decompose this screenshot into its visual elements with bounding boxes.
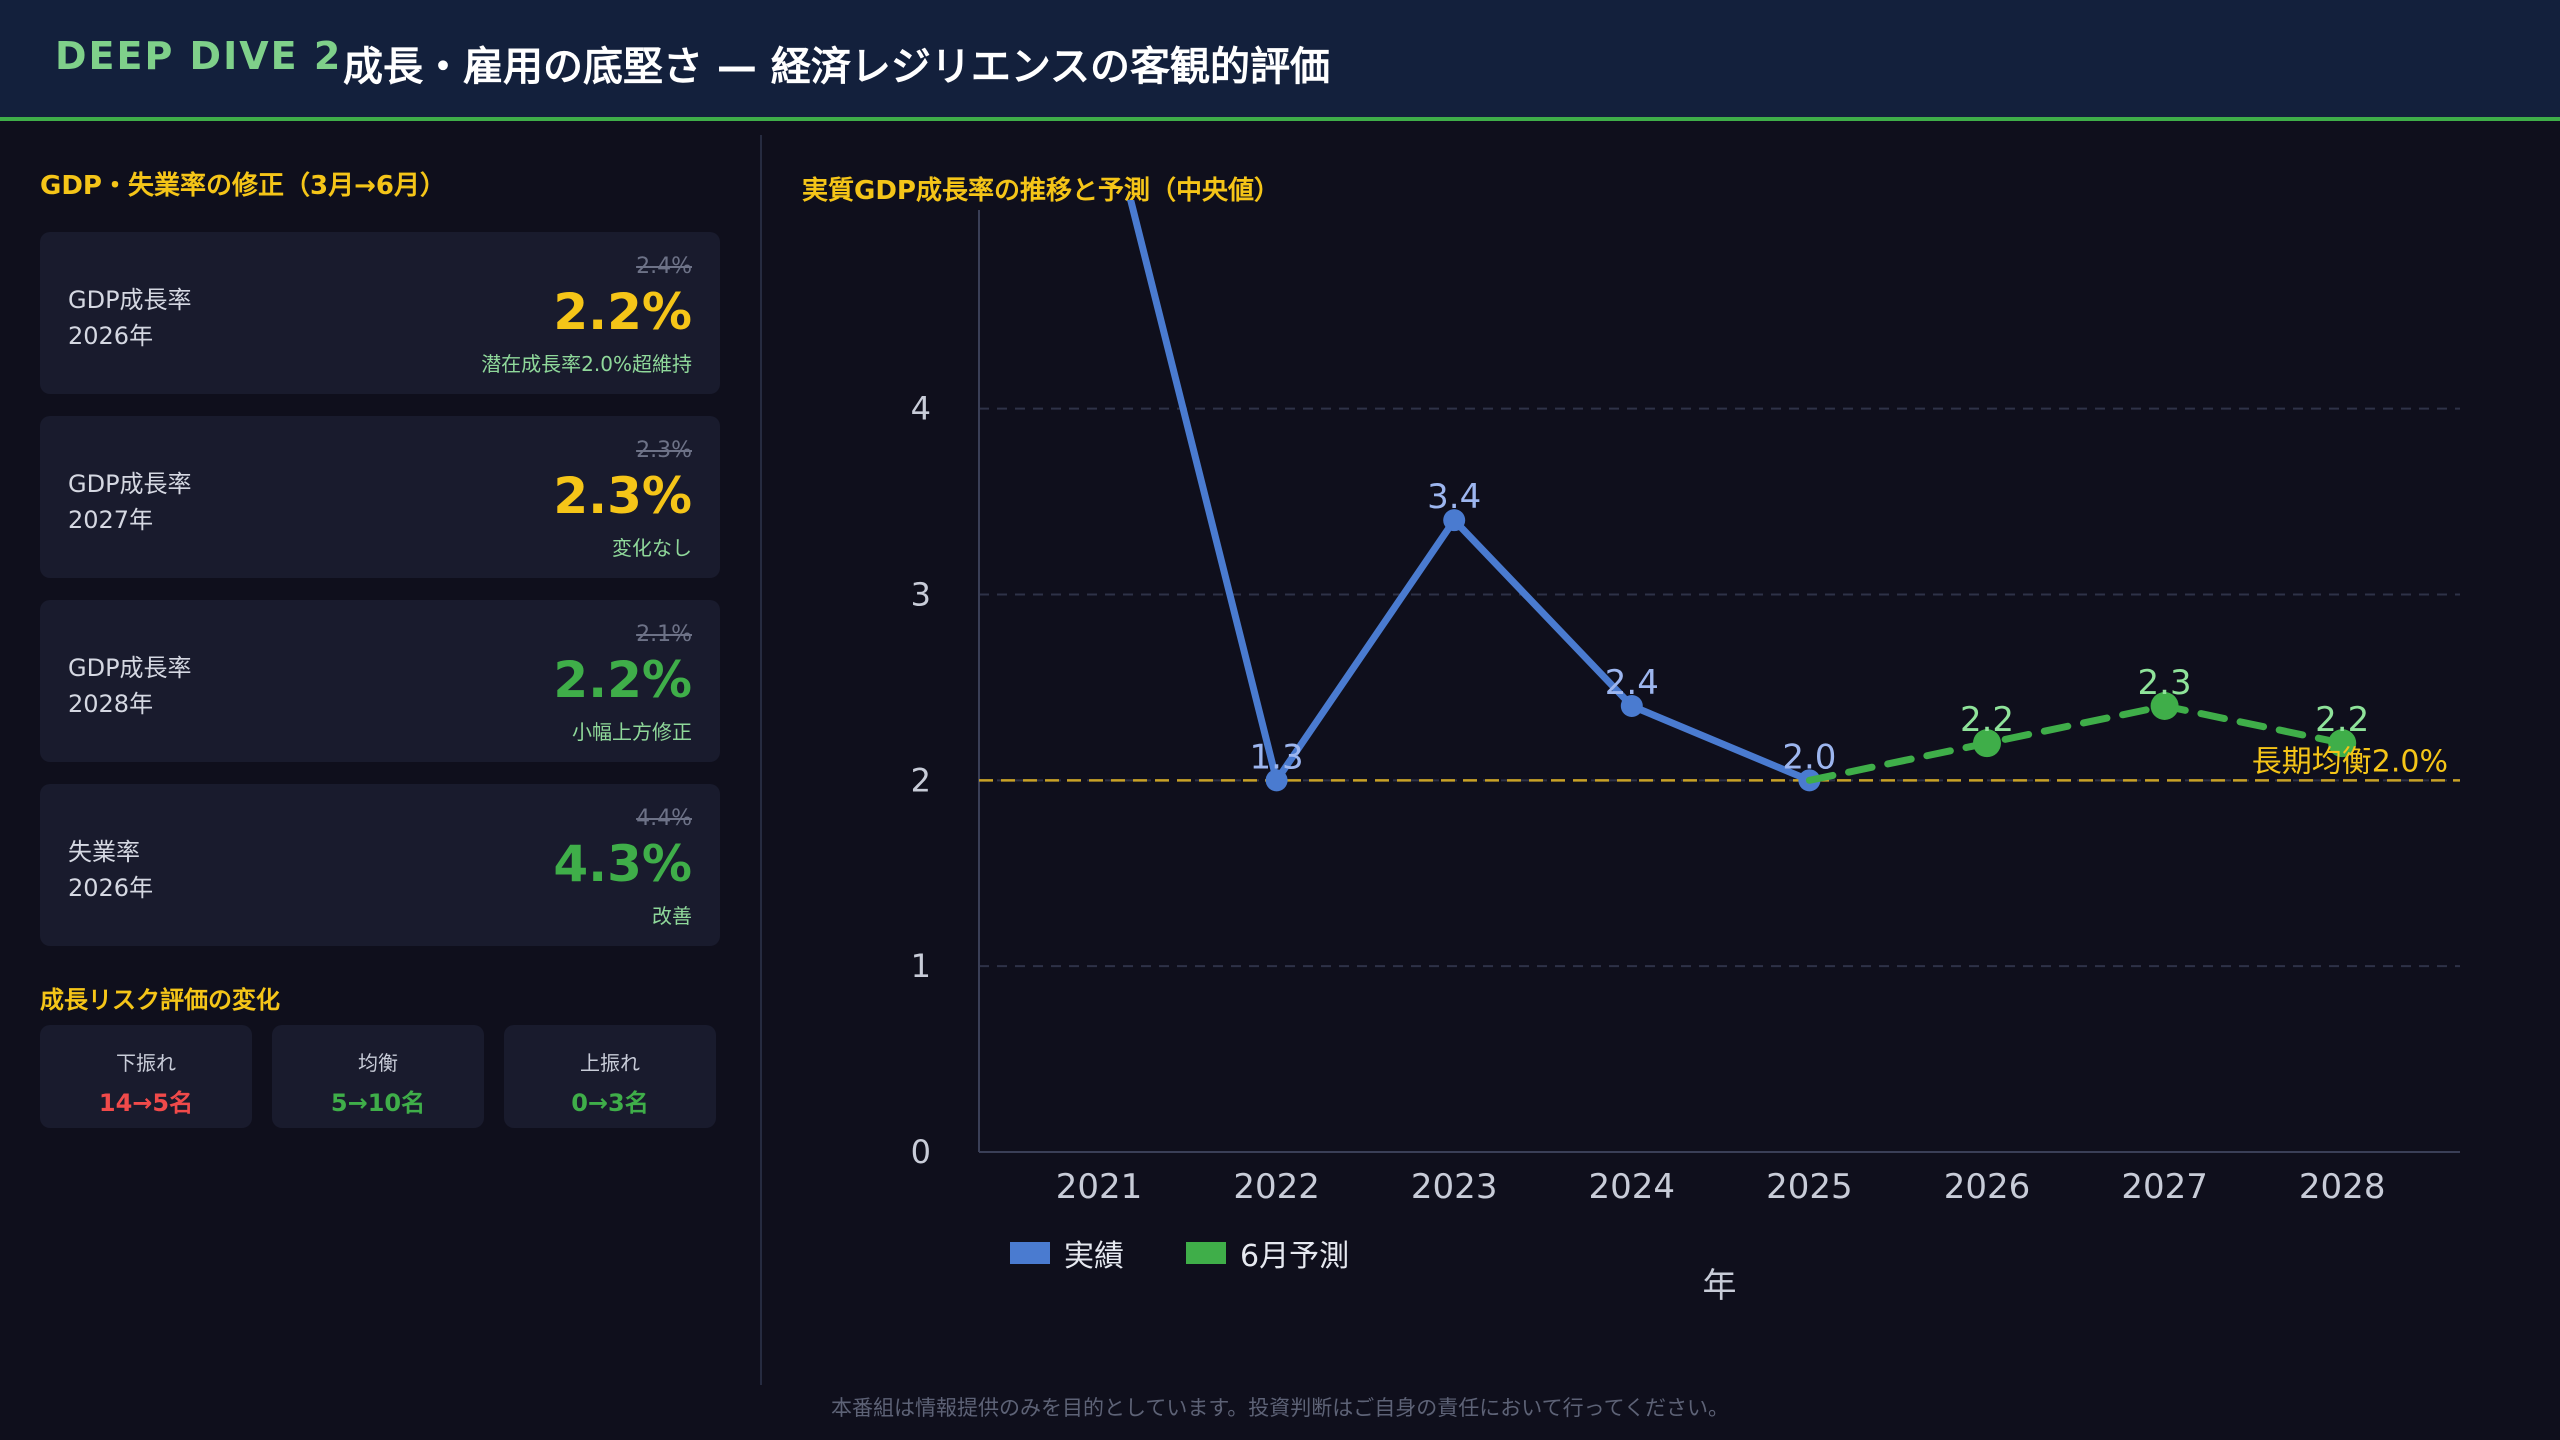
card-note: 小幅上方修正 bbox=[572, 720, 692, 744]
x-tick-label: 2027 bbox=[2121, 1167, 2208, 1207]
card-note: 変化なし bbox=[612, 536, 692, 560]
disclaimer: 本番組は情報提供のみを目的としています。投資判断はご自身の責任において行ってくだ… bbox=[831, 1396, 1729, 1420]
risk-label: 均衡 bbox=[358, 1051, 398, 1075]
y-tick-label: 2 bbox=[911, 761, 931, 799]
revision-card: GDP成長率 2027年 2.3% 2.3% 変化なし bbox=[40, 416, 720, 578]
card-year: 2028年 bbox=[68, 690, 154, 718]
x-tick-label: 2026 bbox=[1944, 1167, 2031, 1207]
data-point bbox=[2150, 692, 2179, 720]
data-point bbox=[1443, 509, 1466, 532]
card-previous-value: 2.4% bbox=[636, 254, 692, 279]
card-current-value: 4.3% bbox=[553, 835, 692, 893]
gdp-growth-chart: 01234202120222023202420252026202720285.8… bbox=[911, 200, 2460, 1306]
risk-value: 0→3名 bbox=[571, 1089, 649, 1117]
card-year: 2026年 bbox=[68, 322, 154, 350]
data-label: 1.3 bbox=[1250, 737, 1304, 777]
x-axis-title: 年 bbox=[1703, 1266, 1737, 1306]
data-point bbox=[1973, 729, 2001, 758]
legend-swatch bbox=[1010, 1242, 1050, 1264]
data-point bbox=[2328, 729, 2357, 758]
chart-title: 実質GDP成長率の推移と予測（中央値） bbox=[802, 176, 1280, 206]
card-current-value: 2.2% bbox=[553, 651, 692, 709]
card-metric-name: GDP成長率 bbox=[68, 286, 192, 314]
x-tick-label: 2023 bbox=[1411, 1167, 1498, 1207]
revision-card: GDP成長率 2028年 2.1% 2.2% 小幅上方修正 bbox=[40, 600, 720, 762]
data-point bbox=[1620, 695, 1643, 717]
data-label: 2.2 bbox=[1960, 700, 2014, 740]
data-label: 2.3 bbox=[2138, 663, 2192, 703]
section-tag: DEEP DIVE 2 bbox=[55, 34, 343, 78]
card-note: 潜在成長率2.0%超維持 bbox=[481, 352, 692, 376]
revision-card: GDP成長率 2026年 2.4% 2.2% 潜在成長率2.0%超維持 bbox=[40, 232, 720, 394]
y-tick-label: 0 bbox=[911, 1133, 931, 1171]
card-year: 2026年 bbox=[68, 874, 154, 902]
revisions-title: GDP・失業率の修正（3月→6月） bbox=[40, 171, 446, 201]
data-label: 2.2 bbox=[2315, 700, 2369, 740]
legend-swatch bbox=[1186, 1242, 1226, 1264]
card-year: 2027年 bbox=[68, 506, 154, 534]
card-current-value: 2.3% bbox=[553, 467, 692, 525]
card-metric-name: 失業率 bbox=[68, 838, 140, 866]
page-title: 成長・雇用の底堅さ — 経済レジリエンスの客観的評価 bbox=[343, 44, 1331, 90]
y-tick-label: 4 bbox=[911, 390, 931, 428]
risk-label: 上振れ bbox=[580, 1051, 640, 1075]
x-tick-label: 2024 bbox=[1589, 1167, 1676, 1207]
revision-card: 失業率 2026年 4.4% 4.3% 改善 bbox=[40, 784, 720, 946]
x-tick-label: 2021 bbox=[1056, 1167, 1143, 1207]
legend-label: 6月予測 bbox=[1240, 1239, 1349, 1274]
data-point bbox=[1265, 769, 1288, 792]
risk-box-balanced: 均衡 5→10名 bbox=[272, 1025, 484, 1128]
data-label: 2.0 bbox=[1782, 737, 1836, 777]
card-previous-value: 2.1% bbox=[636, 622, 692, 647]
card-previous-value: 2.3% bbox=[636, 438, 692, 463]
risk-box-upside: 上振れ 0→3名 bbox=[504, 1025, 716, 1128]
y-tick-label: 3 bbox=[911, 576, 931, 614]
card-metric-name: GDP成長率 bbox=[68, 654, 192, 682]
risk-value: 5→10名 bbox=[330, 1089, 426, 1117]
series-line-2 bbox=[1805, 702, 2346, 784]
risk-box-downside: 下振れ 14→5名 bbox=[40, 1025, 252, 1128]
legend-label: 実績 bbox=[1064, 1239, 1124, 1274]
x-tick-label: 2022 bbox=[1233, 1167, 1320, 1207]
risk-title: 成長リスク評価の変化 bbox=[40, 986, 280, 1014]
header-bar: DEEP DIVE 2 成長・雇用の底堅さ — 経済レジリエンスの客観的評価 bbox=[0, 0, 2560, 121]
panel-divider bbox=[760, 135, 762, 1385]
card-previous-value: 4.4% bbox=[636, 806, 692, 831]
x-tick-label: 2025 bbox=[1766, 1167, 1853, 1207]
reference-line-label: 長期均衡2.0% bbox=[2252, 744, 2448, 779]
risk-label: 下振れ bbox=[116, 1051, 176, 1075]
revisions-panel: GDP・失業率の修正（3月→6月） GDP成長率 2026年 2.4% 2.2%… bbox=[40, 165, 720, 1128]
risk-value: 14→5名 bbox=[98, 1089, 194, 1117]
data-label: 3.4 bbox=[1427, 477, 1481, 517]
data-label: 2.4 bbox=[1605, 663, 1659, 703]
card-note: 改善 bbox=[652, 904, 692, 928]
y-tick-label: 1 bbox=[911, 947, 931, 985]
card-metric-name: GDP成長率 bbox=[68, 470, 192, 498]
x-tick-label: 2028 bbox=[2299, 1167, 2386, 1207]
card-current-value: 2.2% bbox=[553, 283, 692, 341]
